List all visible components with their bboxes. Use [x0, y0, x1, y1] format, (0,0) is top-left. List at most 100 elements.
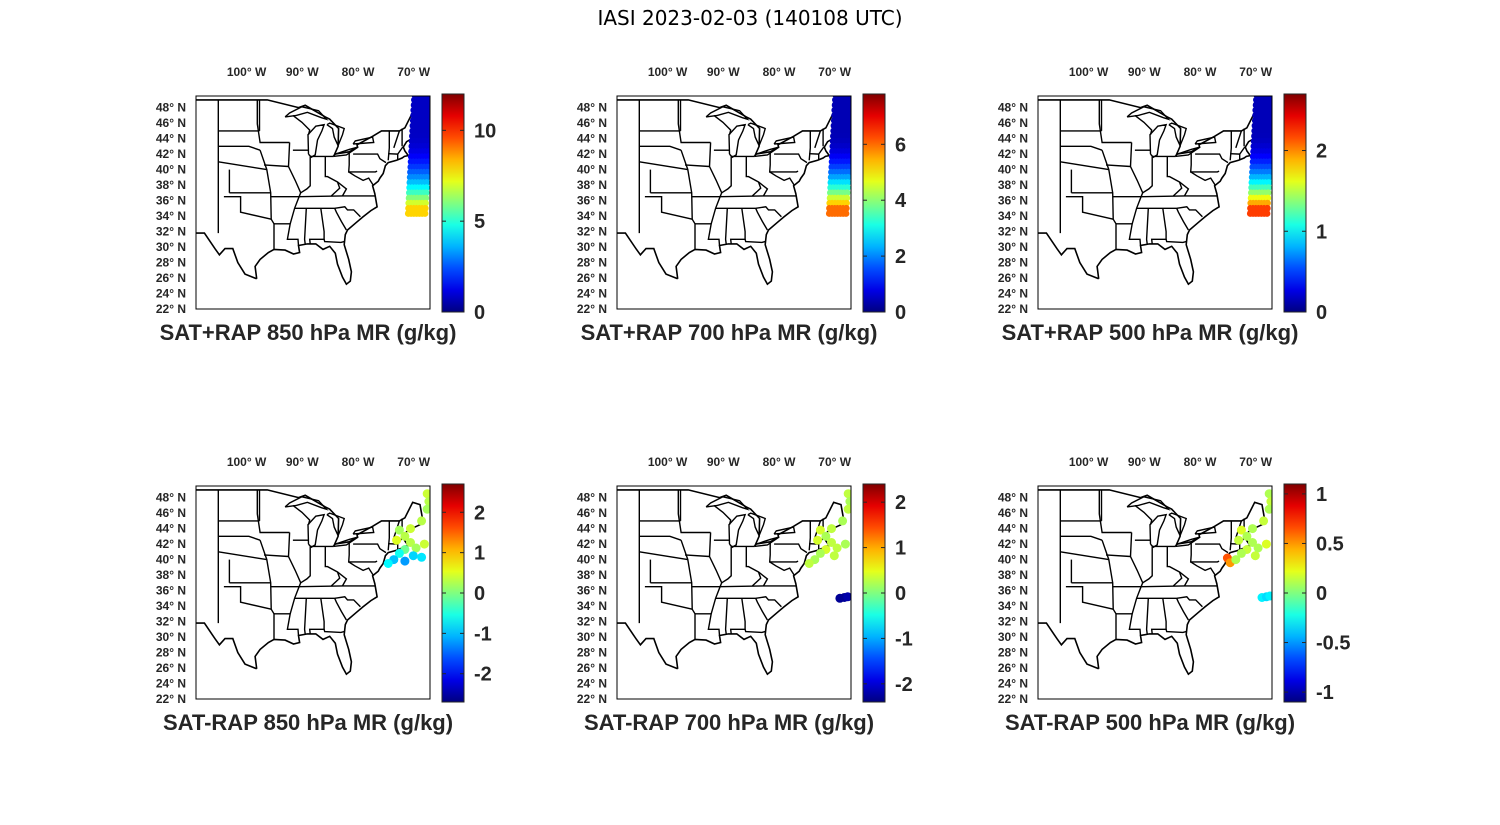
latitude-tick-label: 28° N	[156, 256, 186, 270]
latitude-tick-label: 44° N	[577, 132, 607, 146]
map-frame	[616, 485, 852, 700]
colorbar-tick-label: -1	[895, 628, 913, 650]
coastline	[617, 99, 847, 286]
swath-point	[1267, 142, 1272, 150]
coastline	[1038, 99, 1268, 286]
latitude-tick-label: 48° N	[577, 101, 607, 115]
state-boundary	[353, 543, 387, 554]
swath-point	[1267, 132, 1272, 140]
swath-point	[843, 199, 850, 207]
latitude-tick-label: 42° N	[577, 537, 607, 551]
longitude-tick-label: 70° W	[397, 65, 430, 79]
state-boundary	[1134, 504, 1153, 525]
swath-point	[423, 184, 430, 192]
state-boundary	[1101, 539, 1117, 640]
longitude-tick-label: 70° W	[1239, 455, 1272, 469]
swath-point	[426, 122, 430, 130]
difference-point	[813, 535, 823, 545]
difference-point	[832, 543, 842, 553]
state-boundary	[715, 596, 782, 608]
map-content	[1038, 96, 1272, 286]
state-boundary	[387, 130, 390, 161]
difference-point	[1248, 524, 1257, 534]
state-boundary	[695, 223, 721, 246]
swath-point	[1268, 117, 1272, 124]
swath-point	[844, 184, 851, 192]
latitude-tick-label: 48° N	[156, 491, 186, 505]
swath-point	[1269, 101, 1272, 109]
state-boundary	[270, 195, 375, 198]
latitude-tick-label: 26° N	[998, 271, 1028, 285]
state-boundary	[300, 546, 311, 584]
state-boundary	[223, 196, 272, 220]
latitude-tick-label: 32° N	[577, 225, 607, 239]
state-boundary	[1165, 629, 1187, 634]
latitude-tick-label: 30° N	[156, 630, 186, 644]
latitude-tick-label: 24° N	[156, 287, 186, 301]
state-boundary	[1101, 149, 1117, 250]
state-boundary	[713, 114, 732, 135]
colorbar-tick-label: 2	[1316, 141, 1327, 163]
state-boundary	[744, 629, 766, 634]
great-lake-outline	[747, 122, 767, 148]
great-lake-outline	[284, 496, 329, 511]
panel-title: SAT+RAP 850 hPa MR (g/kg)	[160, 320, 457, 345]
latitude-tick-label: 44° N	[156, 522, 186, 536]
map-frame	[195, 485, 431, 700]
colorbar-tick-label: 0.5	[1316, 533, 1344, 555]
swath-point	[843, 189, 851, 197]
difference-point	[408, 551, 418, 561]
latitude-tick-label: 48° N	[998, 491, 1028, 505]
difference-point	[1266, 497, 1272, 506]
great-lake-outline	[728, 513, 747, 549]
state-boundary	[1176, 208, 1190, 231]
longitude-tick-label: 70° W	[818, 65, 851, 79]
state-boundary	[814, 130, 822, 149]
latitude-tick-label: 44° N	[998, 522, 1028, 536]
swath-point	[849, 96, 851, 98]
state-boundary	[334, 598, 348, 621]
state-boundary	[1166, 546, 1190, 587]
difference-point	[422, 504, 430, 514]
state-boundary	[695, 613, 721, 636]
state-boundary	[303, 598, 307, 634]
state-boundary	[1190, 561, 1216, 576]
latitude-tick-label: 32° N	[998, 225, 1028, 239]
difference-point	[394, 548, 404, 558]
latitude-tick-label: 24° N	[998, 677, 1028, 691]
latitude-tick-label: 38° N	[156, 568, 186, 582]
latitude-tick-label: 32° N	[156, 615, 186, 629]
state-boundary	[294, 206, 361, 218]
latitude-tick-label: 24° N	[998, 287, 1028, 301]
state-boundary	[1065, 586, 1114, 610]
state-boundary	[677, 99, 711, 144]
map-content	[196, 489, 430, 676]
colorbar-tick-label: -2	[895, 674, 913, 696]
map-panel-6: 100° W 90° W 80° W 70° W 48° N46° N 44° N42° …	[998, 455, 1351, 735]
great-lake-outline	[705, 106, 750, 121]
map-panel-2: 100° W 90° W 80° W 70° W 48° N46° N 44° N42° …	[577, 65, 907, 345]
great-lake-outline	[326, 122, 346, 148]
state-boundary	[294, 596, 361, 608]
state-boundary	[308, 208, 325, 244]
colorbar-tick-label: -2	[474, 664, 492, 686]
latitude-tick-label: 24° N	[156, 677, 186, 691]
difference-point	[815, 548, 825, 558]
swath-point	[845, 148, 851, 155]
difference-point	[843, 489, 851, 499]
state-boundary	[1116, 613, 1142, 636]
swath-point	[427, 101, 430, 109]
state-boundary	[1165, 239, 1187, 244]
state-boundary	[721, 156, 732, 194]
difference-point	[406, 524, 415, 534]
state-boundary	[1145, 598, 1149, 634]
state-boundary	[644, 196, 693, 220]
colorbar-tick-label: 5	[474, 211, 485, 233]
swath-point	[844, 173, 851, 181]
longitude-tick-label: 100° W	[1069, 65, 1109, 79]
longitude-tick-label: 90° W	[286, 455, 319, 469]
difference-point	[400, 531, 410, 541]
latitude-tick-label: 22° N	[998, 302, 1028, 316]
latitude-tick-label: 32° N	[577, 615, 607, 629]
